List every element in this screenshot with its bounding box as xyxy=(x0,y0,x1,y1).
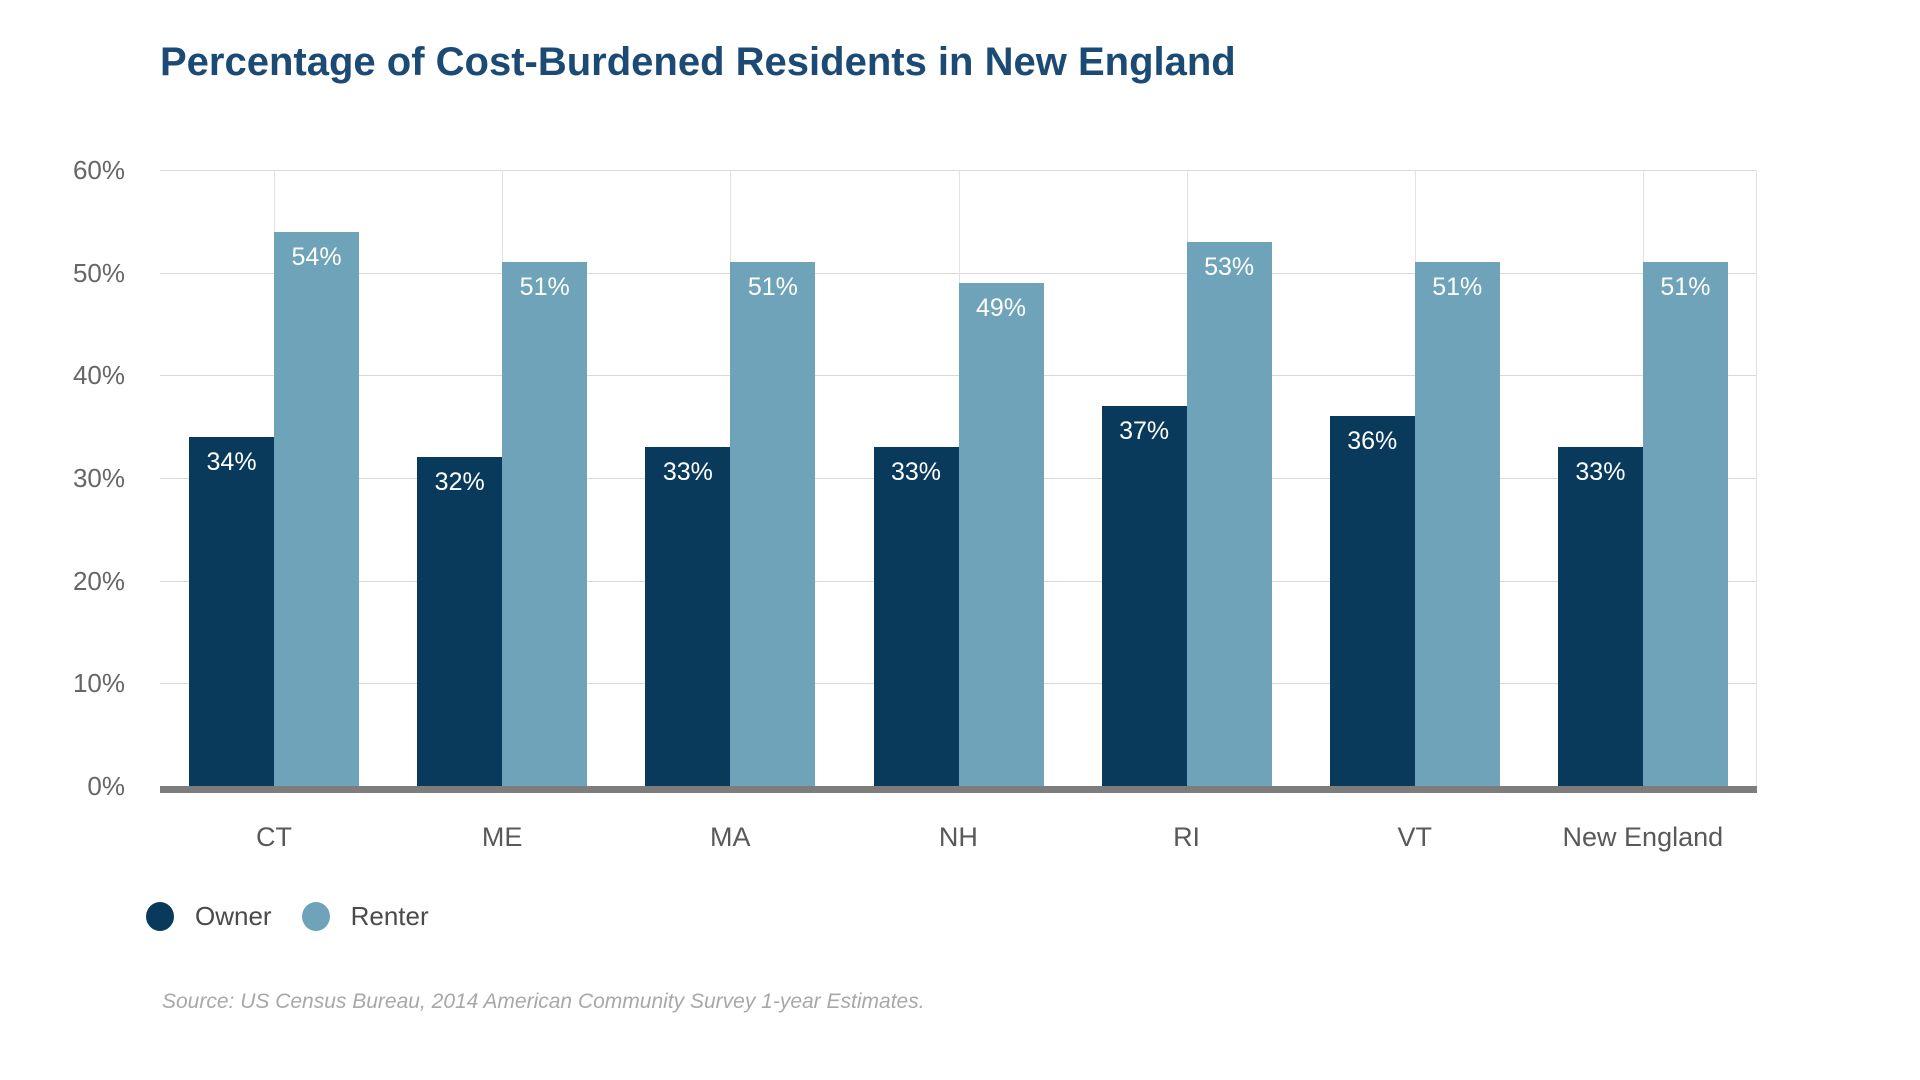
owner-legend-label: Owner xyxy=(195,901,272,931)
source-note: Source: US Census Bureau, 2014 American … xyxy=(162,990,925,1013)
bar-renter-NH: 49% xyxy=(958,282,1044,786)
chart-title: Percentage of Cost-Burdened Residents in… xyxy=(160,40,1236,84)
bar-value-label: 51% xyxy=(519,273,570,302)
bar-group-New England: 33% 51% xyxy=(1557,262,1728,786)
bar-value-label: 33% xyxy=(890,458,942,487)
y-tick-label-30%: 30% xyxy=(72,463,125,493)
bar-renter-New England: 51% xyxy=(1642,262,1728,786)
bar-owner-CT: 34% xyxy=(189,436,275,786)
v-gridline-right-border xyxy=(1756,170,1757,786)
bar-value-label: 51% xyxy=(1432,273,1483,302)
bar-group-MA: 33% 51% xyxy=(645,262,816,786)
bar-group-ME: 32% 51% xyxy=(417,262,588,786)
legend: Owner Renter xyxy=(146,901,429,932)
bar-renter-ME: 51% xyxy=(502,262,588,786)
bar-renter-RI: 53% xyxy=(1186,241,1272,786)
bar-value-label: 36% xyxy=(1347,427,1398,456)
bar-value-label: 34% xyxy=(206,447,257,476)
bar-owner-New England: 33% xyxy=(1557,447,1643,786)
bar-owner-MA: 33% xyxy=(645,447,731,786)
y-tick-label-50%: 50% xyxy=(72,257,125,288)
bar-value-label: 33% xyxy=(1575,458,1626,487)
renter-legend-label: Renter xyxy=(350,901,429,931)
bar-renter-CT: 54% xyxy=(274,231,360,786)
bar-value-label: 49% xyxy=(975,293,1027,322)
x-tick-label-VT: VT xyxy=(1397,822,1432,852)
x-tick-label-ME: ME xyxy=(481,822,523,852)
y-tick-label-60%: 60% xyxy=(72,155,125,185)
bar-renter-VT: 51% xyxy=(1414,262,1500,786)
y-tick-label-0%: 0% xyxy=(87,771,125,801)
renter-legend-swatch xyxy=(301,902,330,931)
x-tick-label-New England: New England xyxy=(1562,822,1724,852)
bar-group-NH: 33% 49% xyxy=(873,282,1044,786)
bar-renter-MA: 51% xyxy=(730,262,816,786)
bar-value-label: 32% xyxy=(434,468,485,497)
x-tick-label-MA: MA xyxy=(710,822,751,852)
bar-owner-VT: 36% xyxy=(1329,416,1415,786)
bar-group-RI: 37% 53% xyxy=(1101,241,1272,786)
legend-item-owner: Owner xyxy=(146,901,272,932)
y-tick-label-40%: 40% xyxy=(72,360,125,391)
bar-group-CT: 34% 54% xyxy=(189,231,360,786)
bar-owner-RI: 37% xyxy=(1101,406,1187,786)
bar-value-label: 53% xyxy=(1204,252,1255,281)
x-tick-label-RI: RI xyxy=(1173,822,1201,852)
bar-value-label: 51% xyxy=(747,273,798,302)
bar-value-label: 33% xyxy=(662,458,713,487)
bar-value-label: 51% xyxy=(1660,273,1711,302)
y-tick-label-10%: 10% xyxy=(72,668,125,699)
x-tick-label-NH: NH xyxy=(938,822,978,852)
bar-owner-NH: 33% xyxy=(873,447,959,786)
bar-group-VT: 36% 51% xyxy=(1329,262,1500,786)
bar-value-label: 37% xyxy=(1119,417,1170,446)
plot-area: 34% 54% 32% 51% 33% 51% 33% 49% 37% 53% 36% 51% 33% 5… xyxy=(160,170,1757,786)
bar-value-label: 54% xyxy=(291,242,342,271)
y-tick-label-20%: 20% xyxy=(72,565,125,596)
x-tick-label-CT: CT xyxy=(256,822,292,852)
owner-legend-swatch xyxy=(146,902,174,931)
bar-owner-ME: 32% xyxy=(417,457,503,786)
x-axis-baseline xyxy=(160,786,1757,793)
legend-item-renter: Renter xyxy=(301,901,429,932)
